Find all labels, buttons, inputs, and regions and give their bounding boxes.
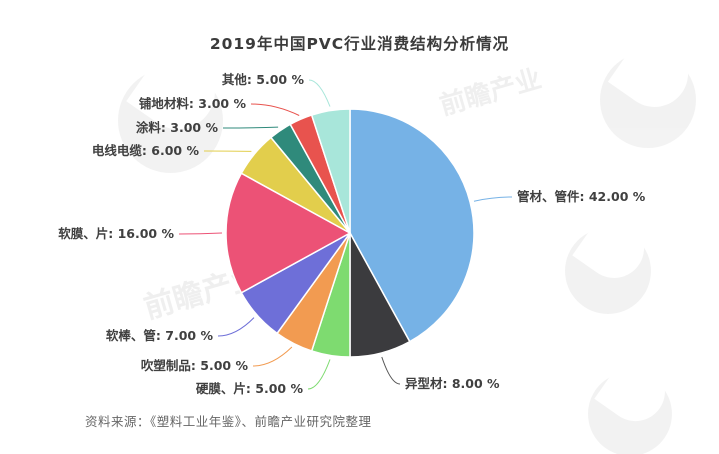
slice-label-2: 硬膜、片: 5.00 % (195, 381, 303, 396)
leader-line-2 (307, 359, 331, 390)
leader-line-4 (217, 317, 255, 337)
leader-line-9 (308, 79, 331, 107)
slice-label-6: 电线电缆: 6.00 % (91, 143, 199, 158)
slice-label-8: 铺地材料: 3.00 % (138, 96, 246, 111)
slice-label-5: 软膜、片: 16.00 % (58, 226, 174, 241)
slice-label-7: 涂料: 3.00 % (135, 120, 218, 135)
slice-label-0: 管材、管件: 42.00 % (517, 189, 646, 204)
source-note: 资料来源：《塑料工业年鉴》、前瞻产业研究院整理 (85, 414, 372, 429)
pie-slice-0 (349, 108, 475, 343)
leader-line-0 (473, 196, 513, 202)
slice-label-1: 异型材: 8.00 % (405, 376, 500, 391)
leader-line-1 (381, 356, 401, 385)
leader-line-5 (178, 232, 223, 235)
leader-line-3 (252, 346, 293, 367)
pie-slice-5 (225, 172, 351, 294)
slice-label-4: 软棒、管: 7.00 % (105, 328, 213, 343)
leader-line-7 (222, 126, 279, 129)
slice-label-3: 吹塑制品: 5.00 % (140, 358, 248, 373)
chart-title: 2019年中国PVC行业消费结构分析情况 (209, 35, 510, 53)
pie-slice-9 (310, 108, 351, 234)
slice-label-9: 其他: 5.00 % (221, 72, 304, 87)
leader-line-8 (250, 103, 300, 116)
